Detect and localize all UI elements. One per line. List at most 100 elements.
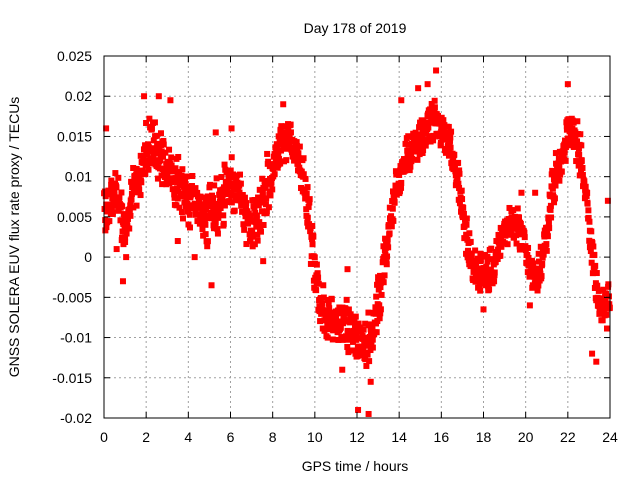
data-point xyxy=(166,146,173,153)
data-point xyxy=(111,188,118,195)
data-point xyxy=(447,137,454,144)
data-point xyxy=(325,300,332,307)
data-point xyxy=(314,270,321,277)
data-point xyxy=(209,198,216,205)
data-point xyxy=(202,221,209,228)
data-point xyxy=(154,175,161,182)
data-point xyxy=(157,130,164,137)
data-point xyxy=(379,259,386,266)
data-point xyxy=(377,306,384,313)
data-point xyxy=(389,205,396,212)
data-point xyxy=(153,132,160,139)
data-point xyxy=(295,160,302,167)
data-point xyxy=(583,192,590,199)
data-point xyxy=(362,320,369,327)
data-point xyxy=(306,221,313,228)
data-point xyxy=(130,204,137,211)
data-point xyxy=(313,287,320,294)
data-point xyxy=(329,336,336,343)
data-point-outlier xyxy=(280,101,287,108)
data-point xyxy=(485,283,492,290)
data-point xyxy=(419,149,426,156)
data-point xyxy=(600,286,607,293)
data-point xyxy=(591,252,598,259)
data-point-outlier xyxy=(556,177,563,184)
data-point xyxy=(337,324,344,331)
data-point xyxy=(578,158,585,165)
data-point xyxy=(584,189,591,196)
data-point xyxy=(347,311,354,318)
data-point-outlier xyxy=(424,81,431,88)
data-point xyxy=(185,183,192,190)
data-point xyxy=(356,335,363,342)
data-point xyxy=(241,226,248,233)
data-point xyxy=(579,164,586,171)
data-point xyxy=(513,240,520,247)
data-point xyxy=(233,172,240,179)
data-point xyxy=(469,257,476,264)
data-point xyxy=(254,231,261,238)
data-point xyxy=(192,211,199,218)
data-point xyxy=(315,274,322,281)
data-point xyxy=(376,315,383,322)
data-point xyxy=(542,244,549,251)
data-point xyxy=(456,200,463,207)
data-point xyxy=(406,167,413,174)
data-point xyxy=(110,200,117,207)
data-point-outlier xyxy=(415,85,422,92)
data-point xyxy=(213,175,220,182)
data-point xyxy=(171,194,178,201)
data-point xyxy=(304,214,311,221)
data-point xyxy=(364,351,371,358)
data-point xyxy=(378,291,385,298)
data-point xyxy=(373,293,380,300)
data-point-outlier xyxy=(339,366,346,373)
data-point xyxy=(278,147,285,154)
data-point xyxy=(538,273,545,280)
data-point xyxy=(594,294,601,301)
x-tick-label: 14 xyxy=(391,429,407,445)
data-point xyxy=(115,207,122,214)
data-point xyxy=(398,179,405,186)
data-point xyxy=(547,206,554,213)
data-point xyxy=(135,169,142,176)
data-point xyxy=(579,171,586,178)
data-point xyxy=(304,184,311,191)
data-point xyxy=(310,233,317,240)
data-point xyxy=(495,246,502,253)
data-point xyxy=(533,265,540,272)
data-point xyxy=(243,241,250,248)
data-point xyxy=(221,161,228,168)
data-point xyxy=(137,192,144,199)
data-point xyxy=(450,156,457,163)
data-point xyxy=(494,255,501,262)
data-point xyxy=(228,199,235,206)
data-point xyxy=(173,175,180,182)
data-point xyxy=(495,239,502,246)
data-point-outlier xyxy=(593,358,600,365)
data-point xyxy=(562,157,569,164)
data-point xyxy=(176,204,183,211)
data-point-outlier xyxy=(526,302,533,309)
data-point xyxy=(355,320,362,327)
data-point xyxy=(240,221,247,228)
data-point xyxy=(273,145,280,152)
data-point xyxy=(106,218,113,225)
data-point xyxy=(204,243,211,250)
data-point xyxy=(218,174,225,181)
data-point xyxy=(107,191,114,198)
data-point-outlier xyxy=(320,282,327,289)
data-point xyxy=(436,120,443,127)
data-point xyxy=(179,166,186,173)
data-point xyxy=(300,171,307,178)
data-point xyxy=(587,247,594,254)
data-point-outlier xyxy=(208,282,215,289)
data-point xyxy=(133,165,140,172)
data-point xyxy=(209,212,216,219)
data-point xyxy=(573,158,580,165)
data-point xyxy=(592,262,599,269)
data-point xyxy=(317,295,324,302)
y-tick-label: -0.02 xyxy=(60,410,92,426)
data-point xyxy=(306,199,313,206)
